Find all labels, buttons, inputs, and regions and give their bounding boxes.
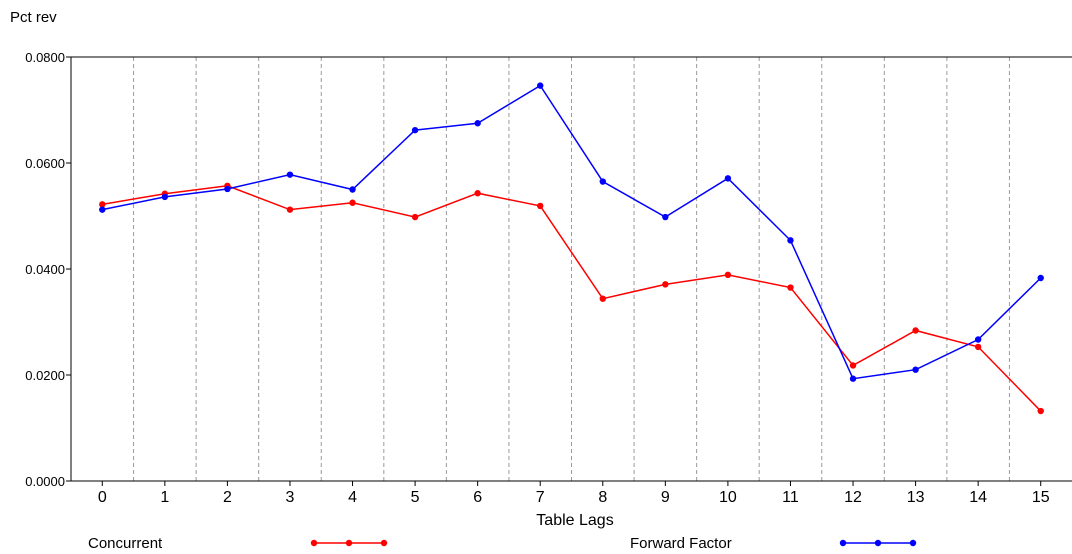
grid-lines	[133, 57, 1010, 481]
legend-marker	[909, 539, 917, 547]
data-point	[474, 190, 481, 197]
legend: Concurrent Forward Factor	[88, 535, 917, 552]
data-point	[286, 206, 294, 213]
data-point	[724, 175, 732, 182]
data-point	[99, 201, 106, 208]
data-point	[1037, 274, 1044, 282]
data-point	[724, 271, 732, 279]
x-tick-label: 15	[1032, 489, 1050, 506]
data-point	[411, 126, 419, 134]
x-axis-label: Table Lags	[536, 512, 613, 529]
x-tick-label: 0	[98, 489, 107, 506]
x-tick-label: 7	[536, 489, 545, 506]
data-point	[974, 336, 982, 343]
y-tick-label: 0.0400	[25, 262, 65, 277]
y-tick-label: 0.0000	[25, 474, 65, 489]
data-point	[537, 202, 544, 210]
x-tick-label: 8	[598, 489, 607, 506]
x-tick-label: 9	[661, 489, 670, 506]
series-line	[102, 84, 1042, 380]
legend-label: Forward Factor	[630, 535, 732, 552]
x-tick-label: 4	[348, 489, 357, 506]
series-group	[99, 82, 1044, 415]
data-point	[1037, 407, 1044, 415]
x-tick-label: 11	[782, 489, 799, 506]
data-point	[599, 178, 606, 185]
data-point	[349, 199, 356, 206]
data-point	[912, 327, 919, 334]
legend-item: Concurrent	[88, 535, 388, 552]
data-point	[474, 120, 481, 127]
legend-marker	[310, 539, 318, 547]
x-tick-label: 3	[286, 489, 295, 506]
data-point	[161, 193, 169, 201]
x-tick-label: 1	[160, 489, 169, 506]
data-point	[599, 295, 606, 302]
data-point	[286, 171, 294, 178]
series-line	[102, 185, 1042, 412]
data-point	[849, 375, 857, 382]
data-point	[787, 284, 794, 291]
legend-label: Concurrent	[88, 535, 163, 552]
data-point	[787, 237, 794, 244]
data-point	[849, 362, 857, 369]
x-tick-labels: 0 1 2 3 4 5 6 7 8 9 10 11 12 13 14 15	[98, 481, 1050, 506]
data-point	[537, 82, 544, 89]
y-tick-label: 0.0800	[25, 50, 65, 65]
data-point	[349, 186, 356, 193]
x-tick-label: 5	[411, 489, 420, 506]
y-tick-label: 0.0200	[25, 368, 65, 383]
y-tick-labels: 0.0000 0.0200 0.0400 0.0600 0.0800	[25, 50, 71, 489]
y-axis-label: Pct rev	[10, 9, 57, 26]
data-point	[974, 343, 982, 351]
data-point	[662, 281, 669, 288]
data-point	[99, 206, 106, 213]
x-tick-label: 2	[223, 489, 232, 506]
x-tick-label: 6	[473, 489, 482, 506]
legend-item: Forward Factor	[630, 535, 917, 552]
data-point	[224, 185, 231, 193]
legend-marker	[839, 539, 847, 547]
data-point	[662, 213, 669, 221]
x-tick-label: 10	[719, 489, 737, 506]
x-tick-label: 12	[844, 489, 862, 506]
y-tick-label: 0.0600	[25, 156, 65, 171]
x-tick-label: 14	[969, 489, 987, 506]
data-point	[411, 213, 419, 221]
x-tick-label: 13	[907, 489, 925, 506]
series-2	[99, 82, 1044, 382]
legend-marker	[380, 539, 388, 547]
data-point	[912, 366, 919, 373]
legend-marker	[874, 539, 882, 547]
legend-marker	[345, 539, 353, 547]
